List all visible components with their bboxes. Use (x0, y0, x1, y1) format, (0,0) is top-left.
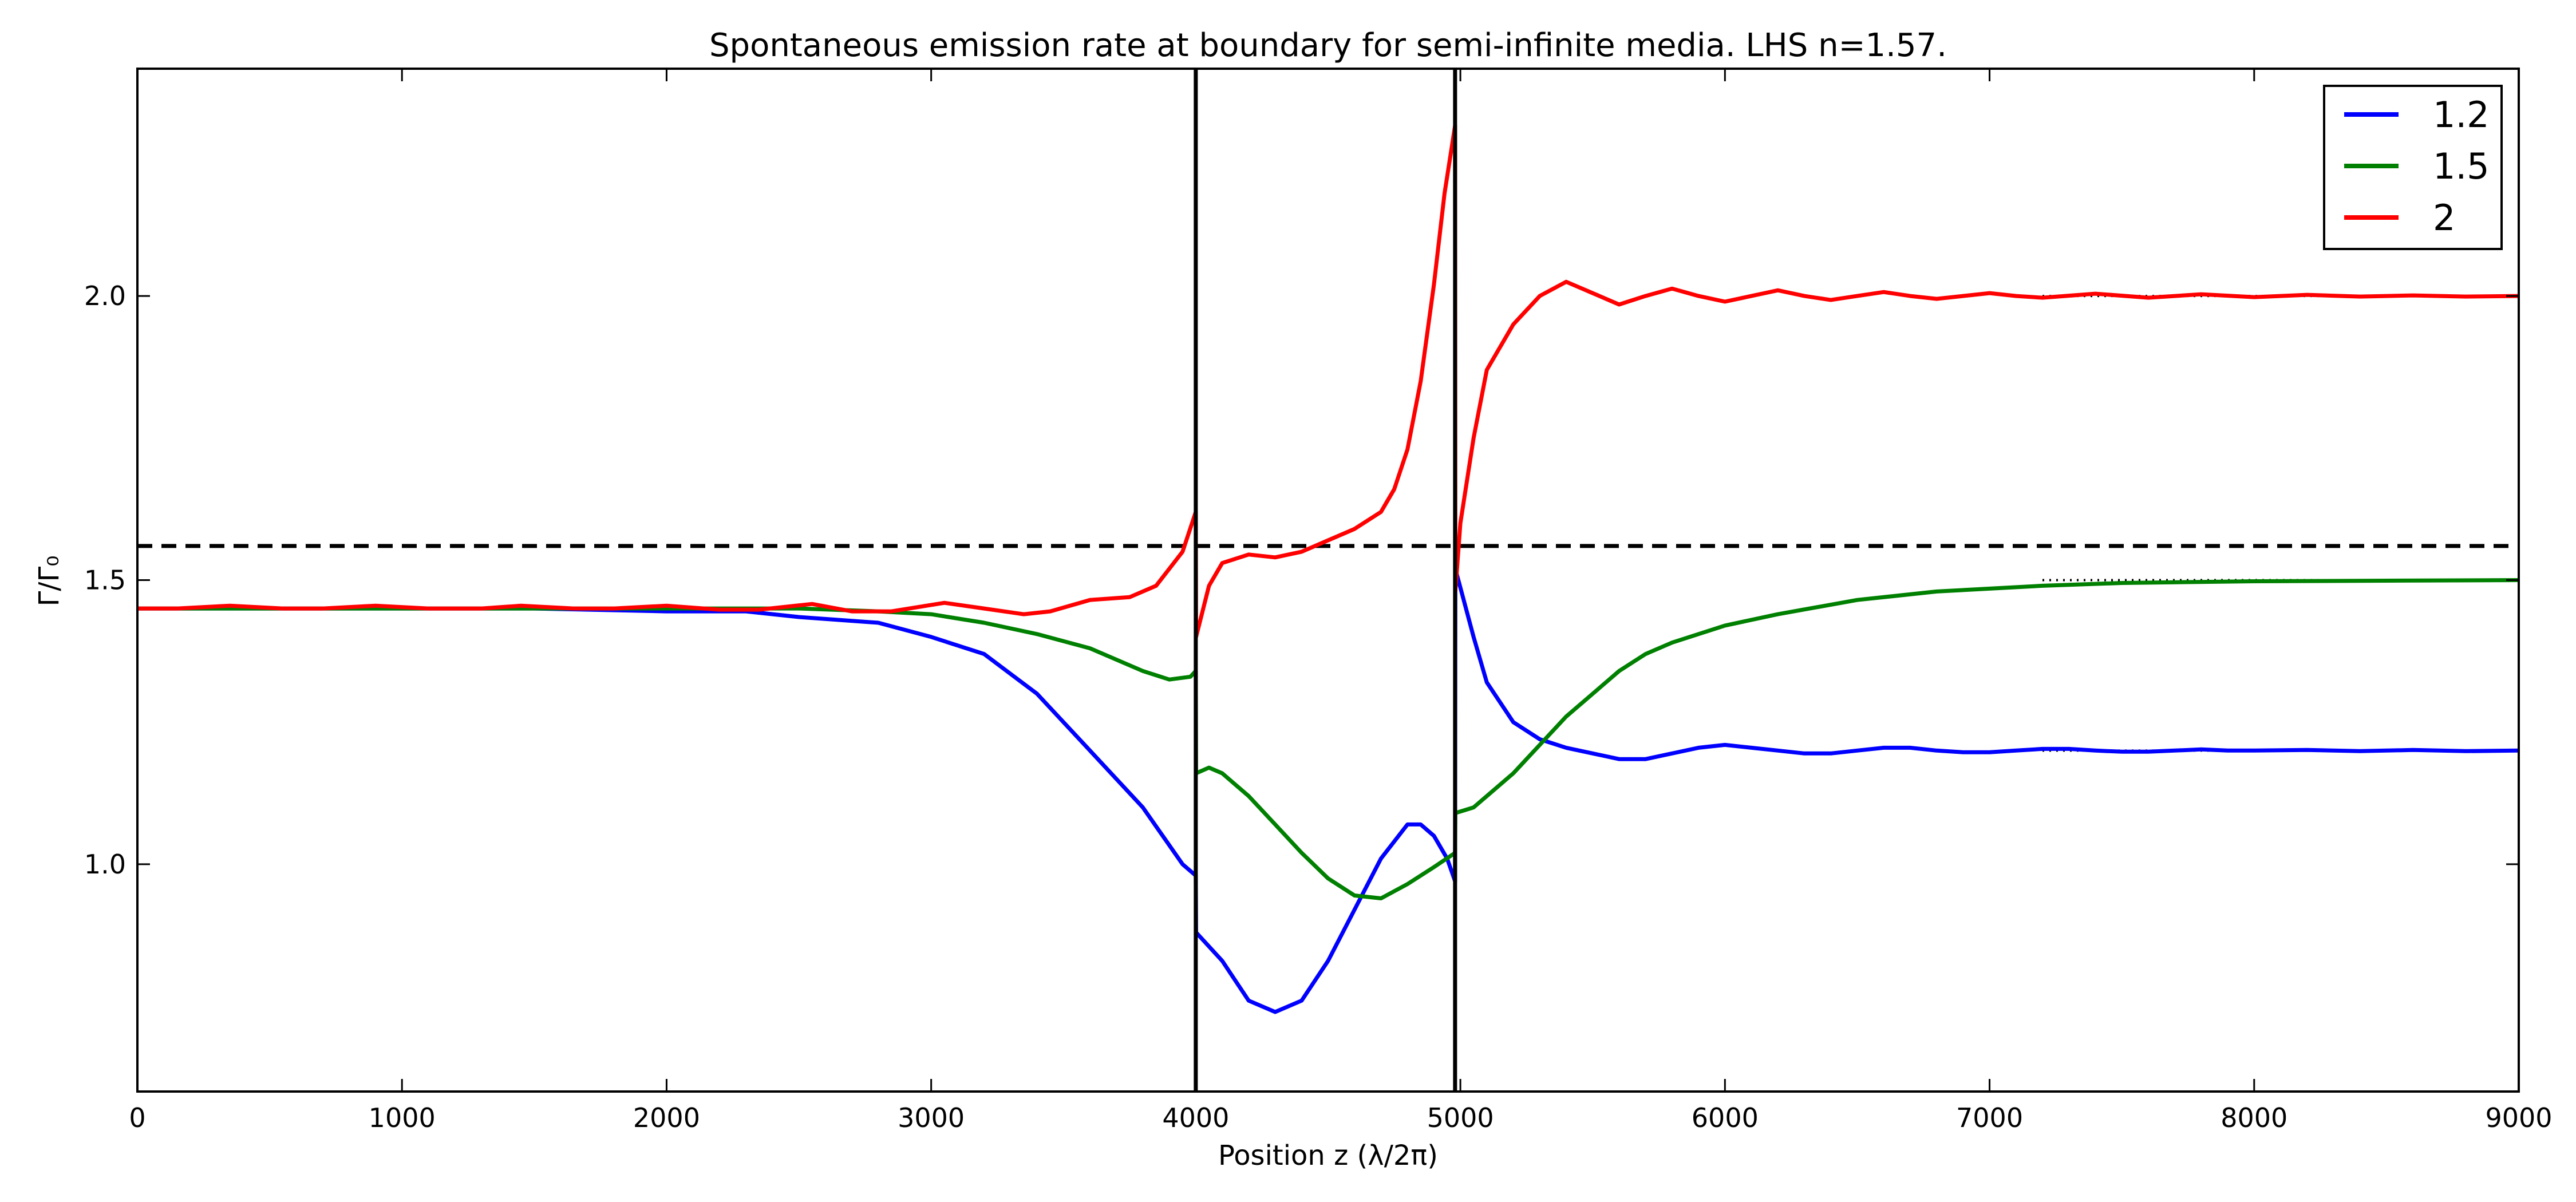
axis-ticks: 0 1000 2000 3000 4000 5000 6000 7000 8000 9000 1.0… (84, 69, 2553, 1133)
y-tick-label: 2.0 (84, 280, 126, 311)
y-axis-label: Γ/Γ₀ (33, 556, 65, 607)
series-line-1-5 (137, 578, 2519, 900)
x-tick-label: 6000 (1692, 1102, 1759, 1133)
plot-frame (136, 68, 2520, 1093)
series-line-2 (137, 123, 2519, 639)
legend-label-2: 2 (2433, 197, 2455, 239)
plot-area (137, 69, 2519, 1092)
x-tick-label: 4000 (1162, 1102, 1229, 1133)
x-axis-label: Position z (λ/2π) (1218, 1140, 1438, 1172)
x-tick-label: 9000 (2485, 1102, 2552, 1133)
legend: 1.2 1.5 2 (2323, 85, 2503, 250)
legend-label-1-5: 1.5 (2433, 145, 2490, 187)
x-tick-label: 5000 (1427, 1102, 1494, 1133)
y-tick-label: 1.0 (84, 849, 126, 880)
x-tick-label: 0 (129, 1102, 145, 1133)
series-line-1-2 (137, 567, 2519, 1014)
chart-title: Spontaneous emission rate at boundary fo… (709, 27, 1947, 64)
x-tick-label: 2000 (633, 1102, 700, 1133)
x-tick-label: 3000 (898, 1102, 965, 1133)
y-tick-label: 1.5 (84, 565, 126, 596)
x-tick-label: 1000 (369, 1102, 436, 1133)
x-tick-label: 7000 (1956, 1102, 2023, 1133)
legend-label-1-2: 1.2 (2433, 94, 2490, 136)
x-tick-label: 8000 (2221, 1102, 2287, 1133)
